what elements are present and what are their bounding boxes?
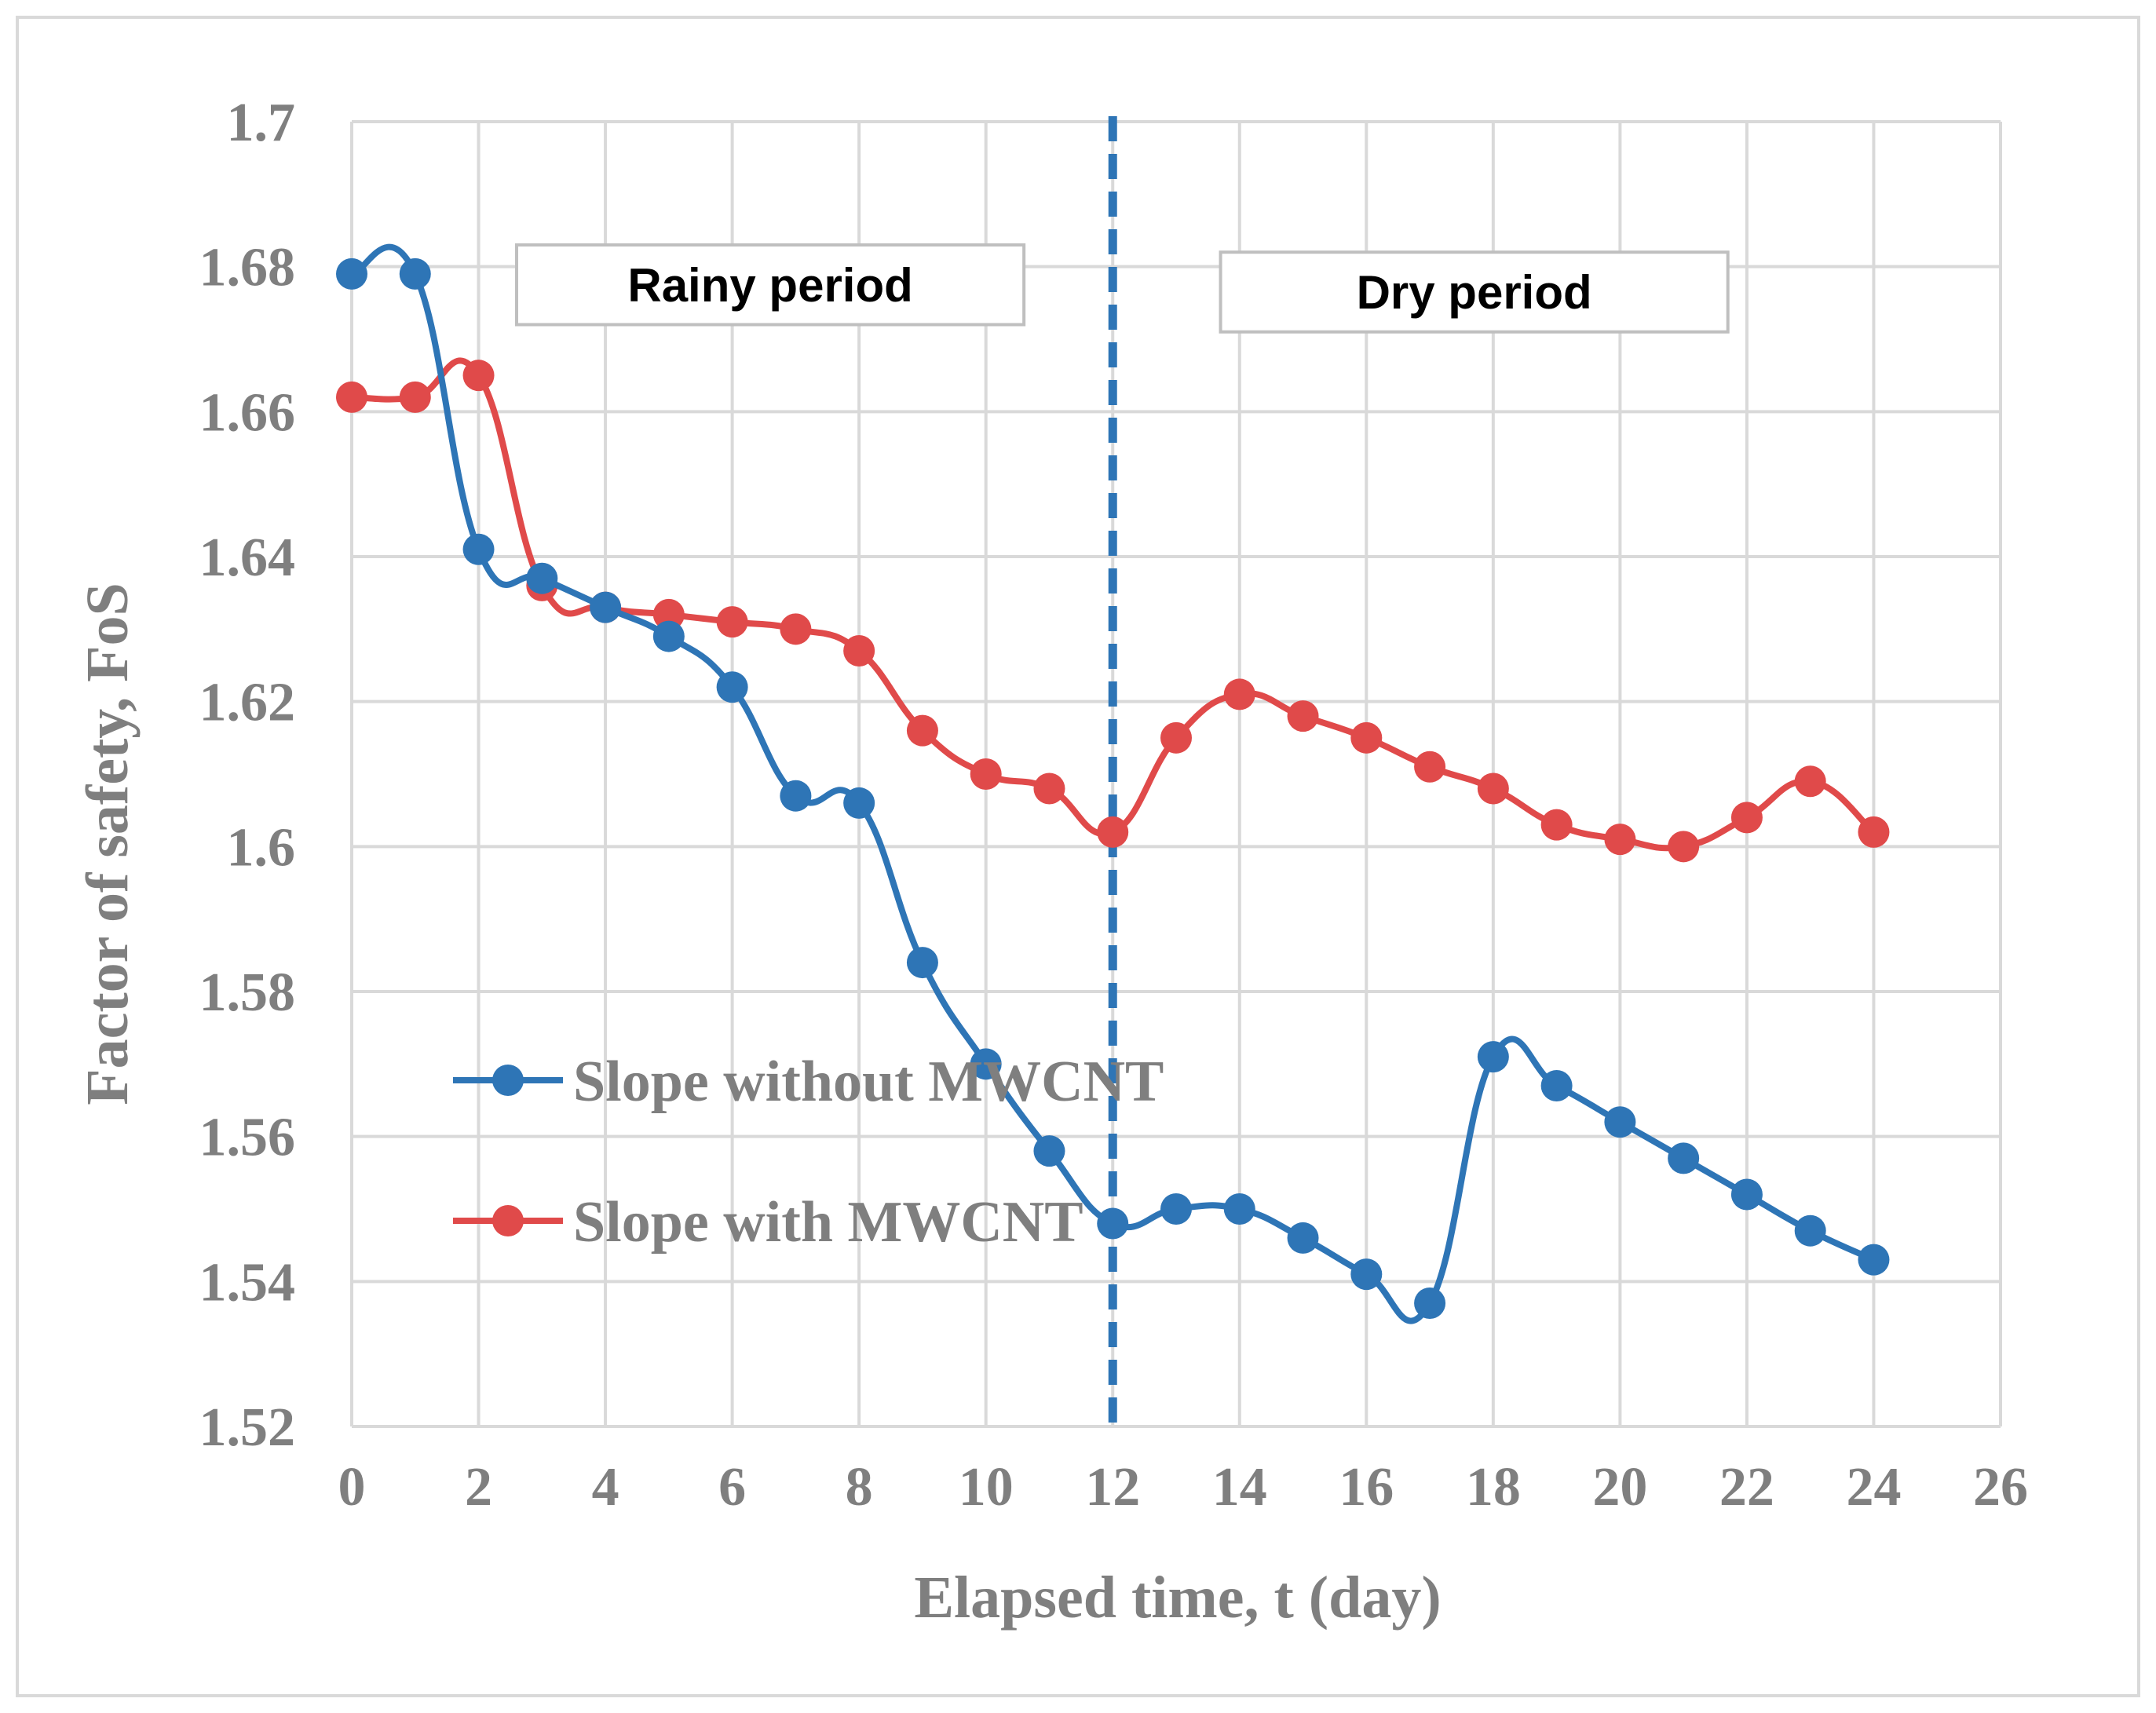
data-point bbox=[716, 671, 748, 703]
legend-item: Slope with MWCNT bbox=[453, 1190, 1083, 1255]
legend-label: Slope without MWCNT bbox=[573, 1050, 1164, 1114]
x-axis-ticks: 0 2 4 6 8 10 12 14 16 18 20 22 24 26 bbox=[338, 1457, 2029, 1518]
x-tick-label: 22 bbox=[1719, 1457, 1774, 1518]
data-point bbox=[1604, 1106, 1636, 1138]
data-point bbox=[1794, 1214, 1826, 1247]
y-tick-label: 1.64 bbox=[199, 528, 296, 588]
legend-swatch-marker bbox=[492, 1205, 524, 1236]
data-point bbox=[716, 606, 748, 638]
data-point bbox=[1033, 772, 1065, 805]
legend: Slope without MWCNT Slope with MWCNT bbox=[453, 1050, 1164, 1255]
x-tick-label: 2 bbox=[465, 1457, 492, 1518]
data-point bbox=[1287, 700, 1319, 732]
data-point bbox=[1794, 765, 1826, 798]
data-point bbox=[1350, 1258, 1383, 1291]
y-tick-label: 1.56 bbox=[199, 1108, 296, 1168]
period-box bbox=[1219, 250, 1730, 334]
data-point bbox=[1858, 816, 1890, 848]
y-tick-label: 1.68 bbox=[199, 238, 296, 298]
data-point bbox=[1223, 1193, 1255, 1225]
y-axis-title: Factor of safety, FoS bbox=[75, 583, 141, 1105]
data-point bbox=[780, 780, 812, 812]
data-point bbox=[1730, 1178, 1763, 1211]
data-point bbox=[399, 381, 431, 413]
data-point bbox=[1540, 809, 1573, 841]
data-point bbox=[906, 714, 938, 747]
data-point bbox=[1477, 772, 1509, 805]
data-point bbox=[462, 360, 495, 392]
data-point bbox=[970, 1048, 1002, 1080]
data-point bbox=[970, 758, 1002, 790]
y-tick-label: 1.6 bbox=[227, 817, 296, 878]
data-point bbox=[1668, 1142, 1700, 1174]
data-point bbox=[1097, 816, 1129, 848]
data-point bbox=[336, 257, 367, 290]
x-axis-title: Elapsed time, t (day) bbox=[914, 1565, 1441, 1631]
y-axis-ticks: 1.52 1.54 1.56 1.58 1.6 1.62 1.64 1.66 1.68 1.7 bbox=[199, 93, 296, 1458]
legend-label: Slope with MWCNT bbox=[573, 1190, 1083, 1255]
x-tick-label: 26 bbox=[1973, 1457, 2028, 1518]
x-tick-label: 4 bbox=[592, 1457, 619, 1518]
x-tick-label: 16 bbox=[1339, 1457, 1394, 1518]
data-point bbox=[399, 257, 431, 290]
series-group bbox=[336, 243, 1890, 1324]
y-tick-label: 1.52 bbox=[199, 1397, 296, 1458]
data-point bbox=[336, 381, 367, 413]
data-point bbox=[1160, 721, 1192, 754]
data-point bbox=[1160, 1193, 1192, 1225]
period-box bbox=[515, 243, 1026, 327]
period-label: Dry period bbox=[1357, 266, 1592, 319]
period-label: Rainy period bbox=[627, 259, 912, 312]
y-tick-label: 1.66 bbox=[199, 382, 296, 443]
legend-item: Slope without MWCNT bbox=[453, 1050, 1164, 1114]
data-point bbox=[843, 635, 875, 667]
data-point bbox=[1477, 1041, 1509, 1073]
data-point bbox=[1668, 831, 1700, 863]
data-point bbox=[843, 787, 875, 819]
data-point bbox=[906, 947, 938, 979]
x-tick-label: 20 bbox=[1592, 1457, 1647, 1518]
x-tick-label: 24 bbox=[1846, 1457, 1901, 1518]
x-tick-label: 6 bbox=[718, 1457, 746, 1518]
y-tick-label: 1.54 bbox=[199, 1252, 296, 1313]
data-point bbox=[1730, 802, 1763, 834]
data-point bbox=[1858, 1244, 1890, 1276]
data-point bbox=[1287, 1222, 1319, 1254]
x-tick-label: 10 bbox=[959, 1457, 1014, 1518]
data-point bbox=[1350, 721, 1383, 754]
x-tick-label: 18 bbox=[1466, 1457, 1521, 1518]
data-point bbox=[590, 591, 622, 623]
x-tick-label: 0 bbox=[338, 1457, 366, 1518]
data-point bbox=[1414, 1287, 1446, 1320]
data-point bbox=[1223, 678, 1255, 710]
legend-swatch-marker bbox=[492, 1065, 524, 1096]
data-point bbox=[652, 598, 685, 630]
data-point bbox=[780, 613, 812, 645]
y-tick-label: 1.7 bbox=[227, 93, 296, 153]
x-tick-label: 12 bbox=[1085, 1457, 1140, 1518]
x-tick-label: 14 bbox=[1212, 1457, 1267, 1518]
data-point bbox=[1414, 751, 1446, 783]
data-point bbox=[1540, 1070, 1573, 1102]
data-point bbox=[462, 533, 495, 565]
annotations: Rainy period Dry period bbox=[515, 243, 1730, 334]
series-0 bbox=[336, 243, 1890, 1324]
chart-frame bbox=[16, 16, 2140, 1697]
y-tick-label: 1.58 bbox=[199, 962, 296, 1023]
data-point bbox=[1604, 824, 1636, 856]
data-point bbox=[1033, 1135, 1065, 1167]
series-1 bbox=[336, 357, 1890, 863]
data-point bbox=[526, 562, 558, 594]
x-tick-label: 8 bbox=[846, 1457, 873, 1518]
y-tick-label: 1.62 bbox=[199, 673, 296, 733]
data-point bbox=[652, 620, 685, 652]
data-point bbox=[1097, 1207, 1129, 1240]
